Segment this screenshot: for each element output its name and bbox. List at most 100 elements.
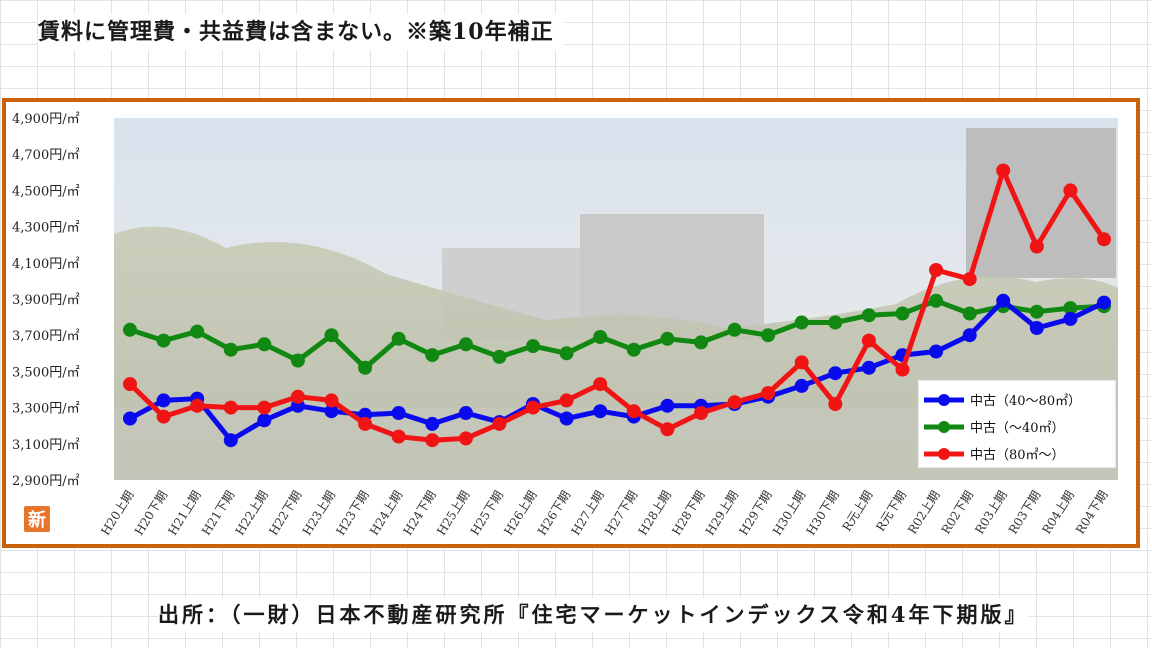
y-tick-label: 4,500円/㎡ — [12, 184, 80, 199]
data-point — [358, 416, 373, 431]
data-point — [526, 400, 540, 415]
data-point — [391, 331, 406, 346]
data-point — [1063, 301, 1078, 316]
y-tick-label: 4,900円/㎡ — [12, 112, 80, 127]
data-point — [559, 411, 574, 426]
data-point — [1029, 304, 1044, 319]
legend: 中古（40～80㎡） 中古（～40㎡） 中古（80㎡～） — [917, 379, 1117, 469]
data-point — [861, 308, 876, 323]
y-tick-label: 2,900円/㎡ — [12, 474, 80, 489]
data-point — [190, 324, 205, 339]
line-chart: 2,900円/㎡ 3,100円/㎡ 3,300円/㎡ 3,500円/㎡ 3,700円/㎡… — [12, 112, 1118, 538]
series-0 — [123, 293, 1111, 448]
y-tick-label: 3,500円/㎡ — [12, 365, 80, 380]
data-point — [559, 346, 574, 361]
data-point — [962, 306, 977, 321]
data-point — [794, 355, 809, 370]
data-point — [123, 322, 137, 337]
data-point — [223, 433, 238, 448]
data-point — [861, 333, 876, 348]
data-point — [156, 333, 171, 348]
data-point — [324, 404, 339, 419]
data-point — [593, 404, 608, 419]
data-point — [391, 429, 406, 444]
data-point — [123, 411, 137, 426]
data-point — [929, 263, 944, 277]
data-point — [1063, 311, 1078, 326]
data-point — [761, 328, 776, 343]
legend-swatch-marker — [938, 421, 950, 433]
y-tick-label: 4,700円/㎡ — [12, 148, 80, 163]
data-point — [223, 342, 238, 357]
x-tick-label: R04上期 — [1039, 488, 1076, 536]
y-axis: 2,900円/㎡ 3,100円/㎡ 3,300円/㎡ 3,500円/㎡ 3,700円/㎡… — [12, 112, 80, 489]
data-point — [257, 413, 272, 428]
x-tick-label: R02下期 — [939, 488, 976, 536]
data-point — [861, 360, 876, 375]
data-point — [727, 395, 742, 410]
data-point — [626, 342, 641, 357]
data-point — [895, 362, 910, 377]
data-point — [425, 348, 440, 363]
x-tick-label: R元上期 — [840, 488, 876, 534]
data-point — [1029, 239, 1044, 254]
data-point — [962, 272, 977, 287]
data-point — [559, 393, 574, 408]
data-point — [458, 406, 473, 420]
data-point — [727, 322, 742, 337]
y-tick-label: 3,300円/㎡ — [12, 402, 80, 417]
data-point — [324, 393, 339, 408]
x-axis: H20上期H20下期H21上期H21下期H22上期H22下期H23上期H23下期… — [98, 488, 1110, 538]
data-point — [1029, 321, 1044, 335]
data-point — [1097, 232, 1111, 247]
y-tick-label: 3,900円/㎡ — [12, 293, 80, 308]
legend-label: 中古（～40㎡） — [970, 421, 1065, 436]
data-point — [996, 293, 1011, 308]
series-layer — [123, 163, 1111, 448]
data-point — [391, 406, 406, 420]
data-point — [593, 330, 608, 344]
data-point — [694, 335, 708, 350]
data-point — [492, 349, 507, 364]
data-point — [660, 398, 675, 413]
data-point — [660, 331, 675, 346]
data-point — [257, 400, 272, 415]
data-point — [929, 293, 944, 308]
y-tick-label: 3,700円/㎡ — [12, 329, 80, 344]
logo-badge: 新 — [24, 506, 50, 532]
data-point — [962, 328, 977, 343]
legend-swatch-marker — [938, 448, 950, 460]
data-point — [895, 306, 910, 321]
data-point — [828, 366, 843, 381]
data-point — [223, 400, 238, 415]
data-point — [458, 431, 473, 446]
data-point — [123, 377, 137, 392]
source-citation: 出所：（一財）日本不動産研究所『住宅マーケットインデックス令和4年下期版』 — [158, 598, 1029, 632]
legend-label: 中古（80㎡～） — [970, 448, 1065, 463]
x-tick-label: R04下期 — [1073, 488, 1110, 536]
series-2 — [123, 163, 1111, 448]
y-tick-label: 4,300円/㎡ — [12, 221, 80, 236]
data-point — [1063, 183, 1078, 198]
y-tick-label: 4,100円/㎡ — [12, 257, 80, 272]
x-tick-label: R元下期 — [873, 488, 909, 534]
chart-frame: 2,900円/㎡ 3,100円/㎡ 3,300円/㎡ 3,500円/㎡ 3,700円/㎡… — [2, 98, 1140, 548]
data-point — [794, 378, 809, 393]
legend-swatch-marker — [938, 394, 950, 406]
data-point — [929, 344, 944, 359]
data-point — [458, 337, 473, 352]
data-point — [358, 360, 373, 375]
data-point — [156, 409, 171, 424]
data-point — [257, 337, 272, 352]
data-point — [156, 393, 171, 408]
chart-note: 賃料に管理費・共益費は含まない。※築10年補正 — [38, 14, 564, 50]
data-point — [526, 339, 540, 354]
data-point — [694, 406, 708, 420]
data-point — [593, 377, 608, 392]
data-point — [828, 315, 843, 330]
data-point — [828, 397, 843, 411]
data-point — [626, 404, 641, 419]
logo-text: 新 — [28, 509, 46, 531]
x-tick-label: H30下期 — [804, 488, 842, 538]
x-tick-label: R02上期 — [905, 488, 942, 536]
